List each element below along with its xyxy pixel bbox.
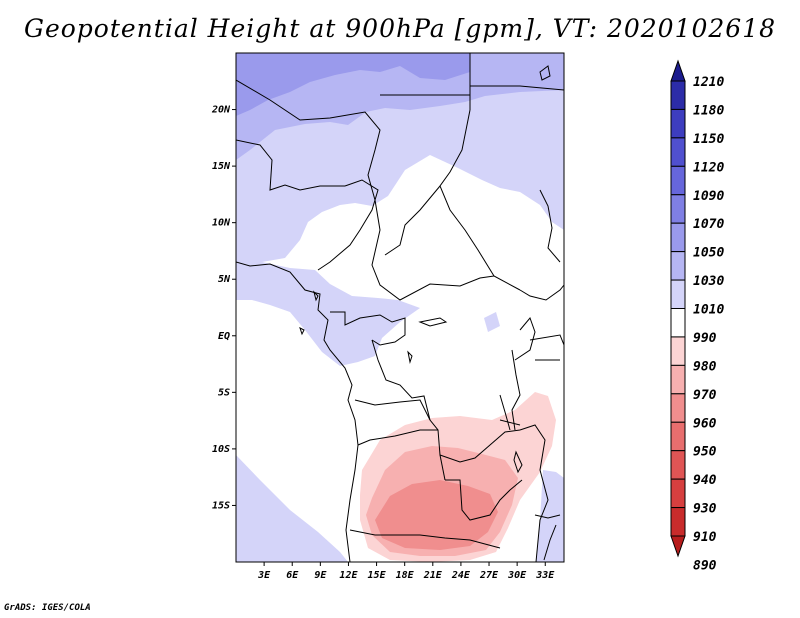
colorbar-swatch <box>670 194 686 224</box>
colorbar-label: 990 <box>693 331 717 346</box>
map-title: Geopotential Height at 900hPa [gpm], VT:… <box>23 14 777 43</box>
colorbar-label: 1070 <box>693 217 724 232</box>
colorbar-swatch <box>670 421 686 452</box>
lat-tick-label: 10S <box>212 444 230 455</box>
colorbar-label: 960 <box>693 416 717 431</box>
colorbar-swatch <box>670 279 686 309</box>
colorbar-label: 890 <box>693 558 717 573</box>
colorbar-label: 1210 <box>693 75 724 90</box>
colorbar-label: 940 <box>693 473 717 488</box>
longitude-axis: 3E 6E 9E 12E 15E 18E 21E 24E 27E 30E 33E <box>257 562 555 581</box>
lon-tick-label: 30E <box>507 570 527 581</box>
colorbar-label: 950 <box>693 445 717 460</box>
colorbar-swatch <box>670 478 686 509</box>
contour-1010-east <box>484 312 500 332</box>
colorbar-swatch <box>670 108 686 139</box>
lat-tick-label: 10N <box>212 218 231 229</box>
lon-tick-label: 12E <box>339 570 358 581</box>
lon-tick-label: 3E <box>257 570 271 581</box>
lat-tick-label: 15S <box>212 500 230 511</box>
colorbar-label: 980 <box>693 359 717 374</box>
colorbar-label: 1150 <box>693 132 724 147</box>
colorbar-label: 1120 <box>693 160 724 175</box>
colorbar-swatch <box>670 535 686 558</box>
colorbar-swatch <box>670 336 686 366</box>
contour-1010-southwest <box>236 455 348 562</box>
colorbar-label: 1030 <box>693 274 724 289</box>
colorbar-swatch <box>670 222 686 253</box>
colorbar-label: 1090 <box>693 189 724 204</box>
height-field <box>236 53 564 562</box>
colorbar-label: 1180 <box>693 103 724 118</box>
lat-tick-label: 20N <box>211 105 231 116</box>
lon-tick-label: 18E <box>396 570 415 581</box>
colorbar-swatch <box>670 308 686 338</box>
lon-tick-label: 27E <box>479 570 499 581</box>
contour-1050 <box>236 53 470 116</box>
colorbar-swatch <box>670 80 686 110</box>
contour-1010-southeast <box>536 470 564 562</box>
contour-970 <box>375 480 498 550</box>
colorbar-label: 1010 <box>693 303 724 318</box>
colorbar-swatch <box>670 364 686 395</box>
lon-tick-label: 24E <box>451 570 471 581</box>
lon-tick-label: 6E <box>286 570 299 581</box>
colorbar: 1210 1180 1150 1120 1090 1070 1050 1030 1010 990 9… <box>670 59 724 573</box>
colorbar-label: 970 <box>693 388 717 403</box>
lon-tick-label: 21E <box>423 570 443 581</box>
lat-tick-label: 15N <box>212 161 231 172</box>
lon-tick-label: 33E <box>535 570 555 581</box>
colorbar-swatch <box>670 507 686 537</box>
political-borders <box>236 53 564 562</box>
colorbar-swatch <box>670 251 686 281</box>
latitude-axis: 20N 15N 10N 5N EQ 5S 10S 15S <box>211 105 236 511</box>
lat-tick-label: 5N <box>218 274 231 285</box>
coastline-west <box>236 261 359 562</box>
lat-tick-label: 5S <box>218 387 230 398</box>
colorbar-swatch <box>670 450 686 480</box>
colorbar-swatch <box>670 393 686 423</box>
colorbar-label: 930 <box>693 502 717 517</box>
contour-1010-gulf <box>236 262 420 366</box>
map-frame <box>235 52 565 563</box>
colorbar-swatch <box>670 137 686 167</box>
colorbar-label: 1050 <box>693 246 724 261</box>
colorbar-swatch <box>670 59 686 82</box>
lon-tick-label: 15E <box>368 570 387 581</box>
colorbar-label: 910 <box>693 530 717 545</box>
lon-tick-label: 9E <box>314 570 327 581</box>
credit-label: GrADS: IGES/COLA <box>4 603 91 613</box>
colorbar-swatch <box>670 165 686 196</box>
lat-tick-label: EQ <box>218 331 230 342</box>
